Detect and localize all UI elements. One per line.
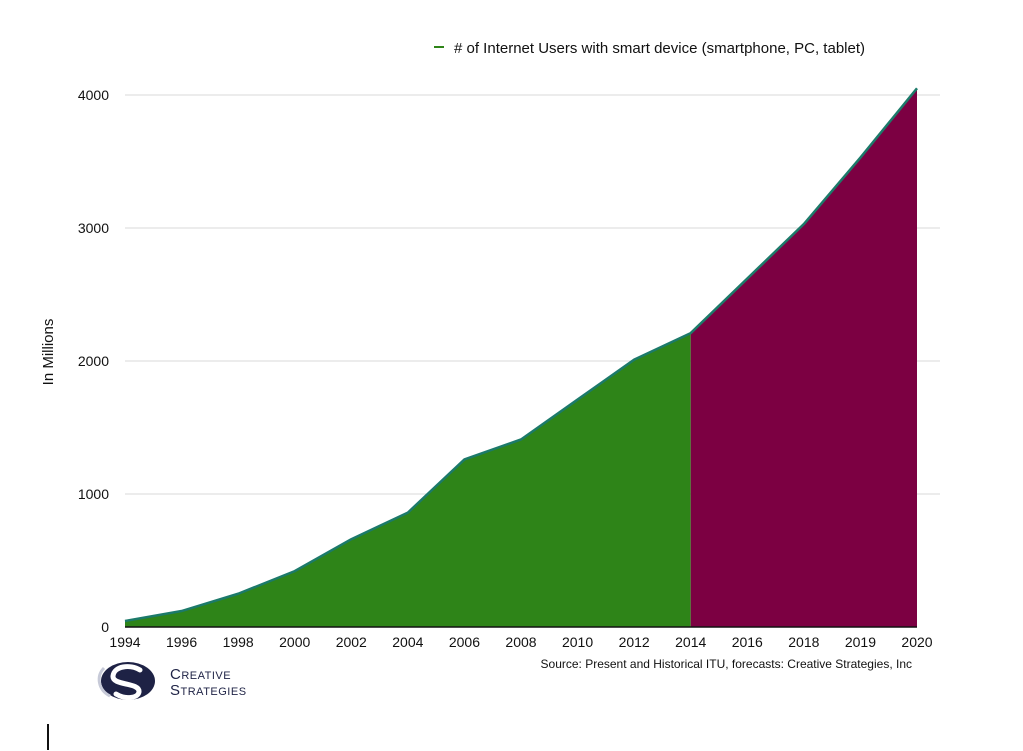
- x-tick-label: 2004: [392, 634, 423, 650]
- y-tick-label: 0: [101, 619, 109, 635]
- x-tick-label: 2014: [675, 634, 706, 650]
- historical-area: [125, 333, 691, 627]
- creative-strategies-logo: Creative Strategies: [97, 662, 247, 701]
- legend-label: # of Internet Users with smart device (s…: [454, 40, 865, 57]
- x-tick-label: 2018: [788, 634, 819, 650]
- logo-c-stroke: [97, 666, 111, 698]
- x-tick-label: 2016: [732, 634, 763, 650]
- text-cursor: [47, 724, 49, 750]
- source-note: Source: Present and Historical ITU, fore…: [541, 657, 912, 671]
- logo-line-1: Creative: [170, 666, 231, 683]
- x-tick-label: 2020: [901, 634, 932, 650]
- x-tick-label: 1994: [109, 634, 140, 650]
- x-tick-label: 1996: [166, 634, 197, 650]
- x-tick-label: 2010: [562, 634, 593, 650]
- legend: # of Internet Users with smart device (s…: [434, 40, 865, 57]
- logo-s-stroke: [110, 664, 143, 701]
- y-tick-label: 1000: [78, 486, 109, 502]
- y-axis-title: In Millions: [40, 319, 57, 386]
- x-tick-label: 2000: [279, 634, 310, 650]
- x-axis-ticks: 1994 1996 1998 2000 2002 2004 2006 2008 2010 2012…: [109, 634, 932, 650]
- x-tick-label: 2008: [505, 634, 536, 650]
- x-tick-label: 1998: [223, 634, 254, 650]
- y-axis-ticks: 0 1000 2000 3000 4000: [78, 87, 109, 635]
- x-tick-label: 2012: [619, 634, 650, 650]
- area-layer: [124, 87, 918, 628]
- x-tick-label: 2019: [845, 634, 876, 650]
- y-tick-label: 3000: [78, 220, 109, 236]
- x-tick-label: 2002: [336, 634, 367, 650]
- x-tick-label: 2006: [449, 634, 480, 650]
- y-tick-label: 4000: [78, 87, 109, 103]
- forecast-area: [690, 88, 917, 628]
- logo-line-2: Strategies: [170, 682, 247, 699]
- y-tick-label: 2000: [78, 353, 109, 369]
